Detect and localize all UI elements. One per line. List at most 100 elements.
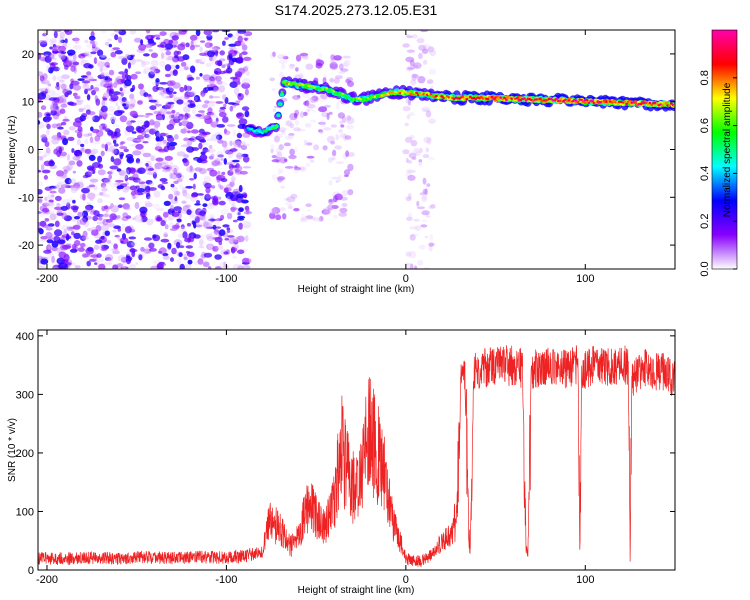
- noise-blob: [343, 59, 351, 67]
- noise-blob: [185, 245, 193, 249]
- noise-blob: [47, 210, 54, 215]
- noise-blob: [279, 168, 284, 174]
- noise-blob: [199, 168, 207, 175]
- noise-blob: [143, 237, 153, 241]
- noise-blob: [84, 88, 88, 95]
- noise-blob: [162, 93, 170, 99]
- noise-blob: [305, 108, 313, 112]
- noise-blob: [238, 222, 243, 230]
- noise-blob: [311, 95, 319, 102]
- ridge-core: [591, 99, 594, 103]
- noise-blob: [43, 175, 49, 180]
- noise-blob: [71, 231, 75, 236]
- x-tick-label: -200: [36, 574, 58, 586]
- noise-blob: [104, 61, 110, 68]
- noise-blob: [281, 130, 285, 135]
- noise-blob: [209, 169, 218, 177]
- noise-blob: [87, 111, 96, 116]
- noise-blob: [77, 78, 85, 81]
- noise-blob: [405, 251, 412, 257]
- noise-blob: [172, 91, 177, 95]
- snr-ticks: -200 -100 0 100 0 100 200 300 400: [16, 330, 675, 586]
- noise-blob: [194, 203, 201, 206]
- noise-blob: [322, 211, 332, 216]
- ridge-core: [503, 96, 506, 100]
- noise-blob: [150, 34, 155, 39]
- noise-blob: [207, 107, 213, 114]
- noise-blob: [303, 111, 308, 116]
- ridge-core: [668, 104, 671, 107]
- noise-blob: [40, 41, 48, 48]
- noise-blob: [175, 222, 180, 230]
- noise-blob: [245, 207, 250, 215]
- noise-blob: [55, 203, 64, 208]
- noise-blob: [38, 39, 48, 45]
- noise-blob: [42, 207, 50, 213]
- noise-blob: [155, 217, 163, 222]
- noise-blob: [322, 145, 328, 151]
- noise-blob: [38, 181, 44, 187]
- noise-blob: [101, 224, 110, 232]
- noise-blob: [240, 144, 248, 151]
- noise-blob: [429, 204, 436, 209]
- noise-blob: [113, 139, 117, 144]
- noise-blob: [60, 244, 68, 251]
- noise-blob: [122, 103, 127, 107]
- noise-blob: [110, 203, 114, 208]
- snr-panel: -200 -100 0 100 0 100 200 300 400 Height of stra…: [7, 329, 676, 596]
- noise-blob: [406, 35, 414, 39]
- noise-blob: [61, 83, 67, 91]
- noise-blob: [336, 102, 340, 110]
- noise-blob: [218, 108, 226, 114]
- noise-blob: [86, 71, 92, 76]
- noise-blob: [347, 163, 354, 172]
- noise-blob: [173, 190, 181, 196]
- noise-blob: [92, 162, 101, 168]
- noise-blob: [217, 139, 224, 144]
- noise-blob: [66, 225, 72, 231]
- noise-blob: [405, 196, 412, 202]
- noise-blob: [339, 133, 347, 139]
- noise-blob: [226, 230, 231, 233]
- ridge-core: [415, 91, 418, 95]
- noise-blob: [210, 153, 215, 157]
- noise-blob: [180, 224, 185, 230]
- noise-blob: [95, 59, 102, 62]
- noise-blob: [152, 234, 157, 239]
- noise-blob: [108, 43, 113, 48]
- noise-blob: [81, 83, 90, 90]
- noise-blob: [245, 64, 249, 70]
- noise-blob: [75, 181, 84, 189]
- noise-blob: [97, 49, 104, 57]
- noise-blob: [44, 201, 52, 205]
- noise-blob: [300, 214, 306, 221]
- noise-blob: [156, 142, 161, 148]
- noise-blob: [429, 233, 434, 242]
- noise-blob: [49, 102, 54, 110]
- noise-blob: [285, 201, 292, 207]
- noise-blob: [162, 139, 167, 144]
- noise-blob: [195, 59, 203, 63]
- noise-blob: [179, 245, 185, 249]
- noise-blob: [183, 105, 191, 113]
- noise-blob: [125, 120, 132, 127]
- noise-blob: [416, 37, 425, 44]
- noise-blob: [286, 196, 296, 203]
- noise-blob: [118, 197, 126, 201]
- noise-blob: [159, 178, 168, 182]
- ridge-core: [664, 102, 668, 105]
- noise-blob: [108, 69, 115, 76]
- noise-blob: [122, 203, 130, 210]
- noise-blob: [199, 46, 203, 53]
- noise-blob: [125, 257, 132, 265]
- noise-blob: [60, 103, 68, 108]
- noise-blob: [270, 148, 274, 154]
- noise-blob: [236, 152, 243, 160]
- noise-blob: [237, 30, 246, 35]
- noise-blob: [187, 236, 191, 244]
- noise-blob: [64, 264, 69, 269]
- noise-blob: [322, 94, 329, 100]
- noise-blob: [56, 132, 62, 138]
- ridge-core: [623, 100, 627, 103]
- noise-blob: [217, 139, 225, 144]
